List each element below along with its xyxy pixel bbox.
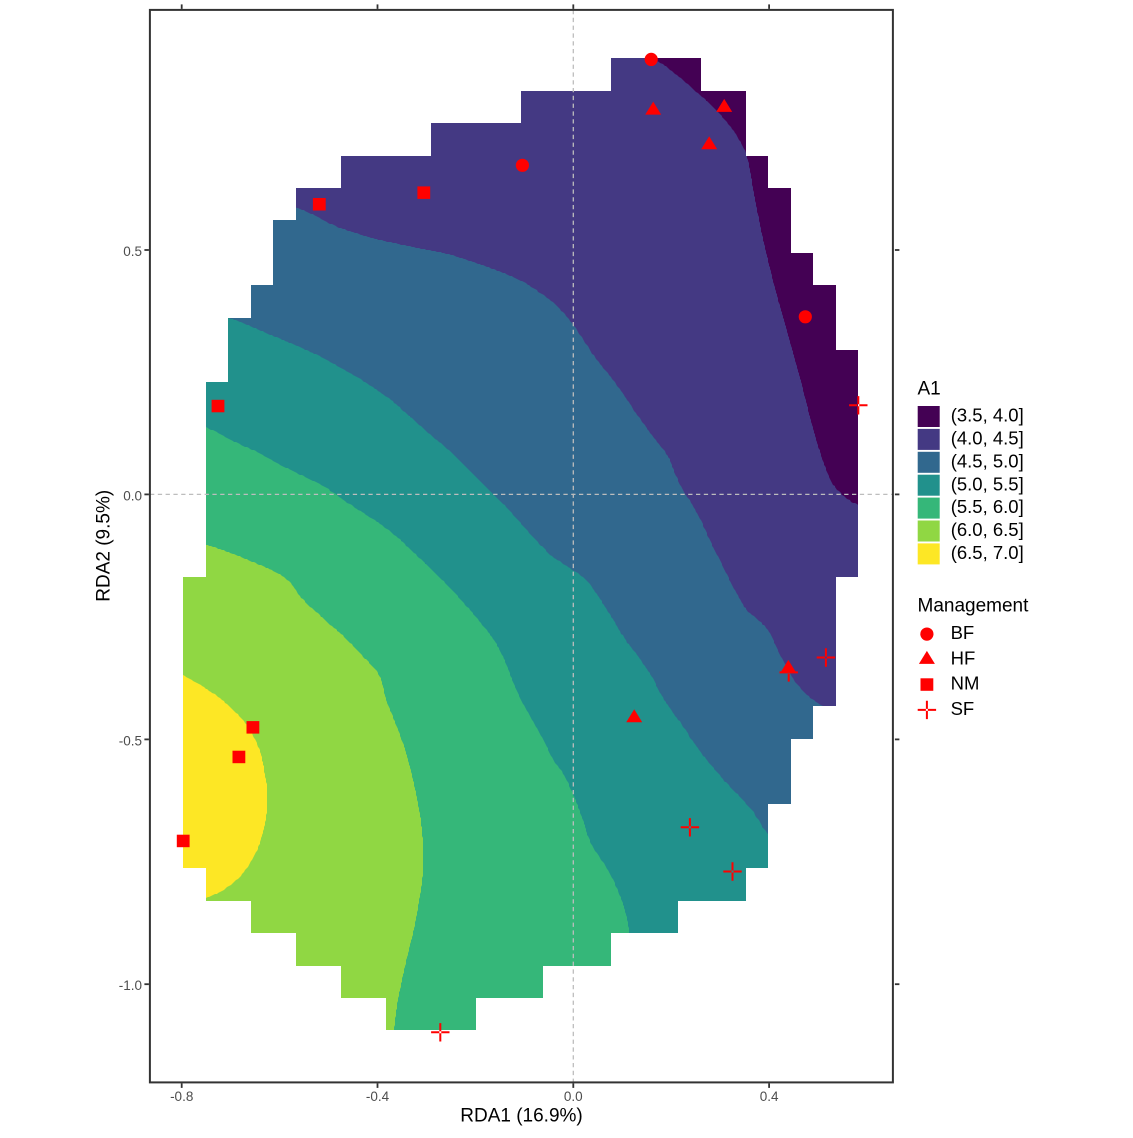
svg-text:(5.0, 5.5]: (5.0, 5.5] xyxy=(951,473,1024,494)
svg-text:-1.0: -1.0 xyxy=(119,978,142,993)
svg-text:HF: HF xyxy=(951,647,976,668)
svg-text:-0.8: -0.8 xyxy=(170,1089,193,1104)
svg-text:BF: BF xyxy=(951,622,975,643)
svg-text:-0.5: -0.5 xyxy=(119,733,142,748)
svg-text:(6.5, 7.0]: (6.5, 7.0] xyxy=(951,542,1024,563)
svg-text:(4.0, 4.5]: (4.0, 4.5] xyxy=(951,428,1024,449)
svg-text:-0.4: -0.4 xyxy=(366,1089,390,1104)
svg-text:RDA1 (16.9%): RDA1 (16.9%) xyxy=(460,1106,583,1127)
svg-text:SF: SF xyxy=(951,698,975,719)
svg-text:(5.5, 6.0]: (5.5, 6.0] xyxy=(951,496,1024,517)
svg-text:RDA2 (9.5%): RDA2 (9.5%) xyxy=(94,490,115,602)
svg-text:Management: Management xyxy=(918,596,1030,617)
svg-text:(6.0, 6.5]: (6.0, 6.5] xyxy=(951,519,1024,540)
svg-text:A1: A1 xyxy=(918,379,941,400)
svg-text:0.5: 0.5 xyxy=(123,244,142,259)
svg-text:0.0: 0.0 xyxy=(123,488,142,503)
svg-text:0.4: 0.4 xyxy=(760,1089,779,1104)
svg-text:(4.5, 5.0]: (4.5, 5.0] xyxy=(951,450,1024,471)
svg-text:NM: NM xyxy=(951,672,980,693)
svg-text:(3.5, 4.0]: (3.5, 4.0] xyxy=(951,405,1024,426)
svg-text:0.0: 0.0 xyxy=(564,1089,583,1104)
